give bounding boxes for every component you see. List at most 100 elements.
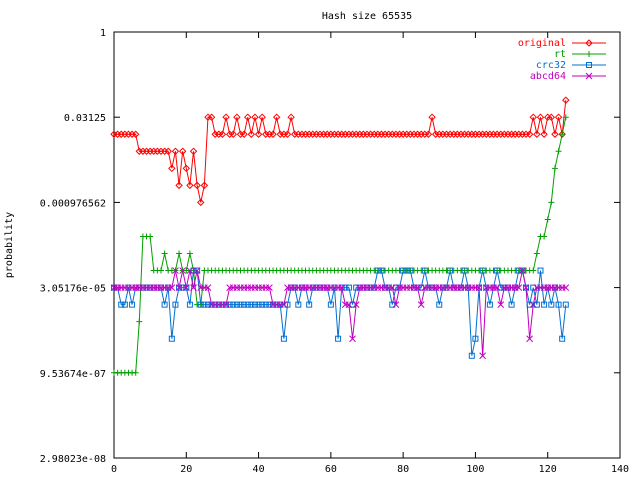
data-point-crc32 (367, 284, 374, 291)
data-point-rt (562, 114, 569, 121)
data-point-crc32 (342, 284, 349, 291)
data-point-crc32 (143, 284, 150, 291)
data-point-rt (559, 131, 566, 138)
data-point-crc32 (371, 284, 378, 291)
data-point-crc32 (248, 301, 255, 308)
data-point-original (244, 113, 252, 121)
data-point-original (186, 181, 194, 190)
data-point-crc32 (114, 284, 121, 291)
data-point-crc32 (215, 301, 222, 308)
legend-label-rt: rt (554, 49, 566, 60)
data-point-abcd64 (266, 284, 273, 291)
data-point-crc32 (392, 284, 399, 291)
data-point-original (164, 147, 172, 155)
data-point-original (536, 113, 545, 121)
data-point-crc32 (186, 301, 193, 308)
data-point-crc32 (172, 301, 179, 308)
data-point-rt (136, 318, 143, 325)
data-point-crc32 (298, 284, 305, 291)
data-point-crc32 (504, 284, 511, 291)
data-point-original (558, 130, 566, 138)
series-line-original (114, 100, 567, 203)
legend-label-abcd64: abcd64 (530, 71, 566, 82)
data-point-crc32 (183, 284, 190, 291)
data-point-crc32 (241, 301, 248, 308)
data-point-crc32 (121, 301, 128, 308)
data-point-abcd64 (562, 284, 570, 291)
series-line-crc32 (114, 270, 567, 356)
x-tick-label: 100 (466, 464, 484, 475)
data-point-original (207, 113, 216, 121)
data-point-original (283, 130, 292, 138)
data-point-abcd64 (280, 301, 288, 308)
data-point-abcd64 (479, 352, 487, 360)
data-point-crc32 (364, 284, 370, 291)
data-point-crc32 (277, 301, 284, 308)
y-tick-label: 3.05176e-05 (40, 284, 106, 295)
data-point-crc32 (447, 267, 454, 274)
data-point-crc32 (410, 284, 417, 291)
data-point-crc32 (295, 301, 302, 308)
data-point-crc32 (385, 284, 392, 291)
data-point-crc32 (526, 301, 533, 308)
data-point-original (254, 130, 263, 138)
data-point-abcd64 (222, 301, 230, 308)
data-point-crc32 (345, 284, 352, 291)
data-point-crc32 (262, 301, 269, 308)
series-points-crc32 (111, 267, 569, 359)
data-point-crc32 (378, 267, 385, 274)
data-point-crc32 (360, 284, 367, 291)
series-lines (114, 100, 567, 374)
data-point-original (287, 113, 295, 121)
data-point-original (269, 130, 277, 138)
data-point-original (251, 113, 259, 121)
data-point-crc32 (454, 284, 461, 291)
data-point-original (547, 113, 556, 121)
data-point-crc32 (266, 301, 273, 308)
data-point-crc32 (382, 284, 389, 291)
data-point-crc32 (226, 301, 233, 308)
data-point-crc32 (490, 284, 497, 291)
data-point-original (428, 113, 436, 121)
data-point-abcd64 (352, 301, 360, 308)
data-point-crc32 (139, 284, 146, 291)
data-point-original (218, 130, 227, 138)
data-point-abcd64 (519, 267, 526, 274)
data-point-crc32 (425, 284, 432, 291)
data-point-crc32 (389, 301, 396, 308)
data-point-original (529, 113, 537, 121)
legend-marker-abcd64 (585, 72, 593, 80)
data-point-abcd64 (179, 267, 187, 274)
data-point-original (525, 130, 534, 138)
series-markers (110, 96, 570, 376)
data-point-crc32 (486, 301, 493, 308)
data-point-crc32 (548, 301, 555, 308)
data-point-crc32 (190, 267, 197, 274)
y-tick-label: 9.53674e-07 (40, 369, 106, 380)
x-tick-label: 20 (180, 464, 192, 475)
x-tick-label: 120 (539, 464, 557, 475)
data-point-crc32 (313, 284, 320, 291)
x-tick-label: 40 (253, 464, 265, 475)
chart-title: Hash size 65535 (322, 11, 412, 22)
data-point-abcd64 (388, 284, 396, 291)
data-point-crc32 (335, 335, 342, 342)
data-point-abcd64 (417, 301, 425, 308)
data-point-crc32 (309, 284, 316, 291)
data-point-crc32 (288, 284, 295, 291)
data-point-original (168, 164, 176, 173)
data-point-crc32 (497, 284, 504, 291)
data-point-crc32 (483, 284, 490, 291)
data-point-abcd64 (522, 284, 530, 291)
data-point-crc32 (494, 267, 501, 274)
data-point-crc32 (306, 301, 313, 308)
data-point-crc32 (537, 267, 544, 274)
data-point-crc32 (523, 284, 530, 291)
data-point-crc32 (179, 284, 186, 291)
data-point-abcd64 (392, 301, 400, 308)
data-point-rt (183, 267, 190, 274)
data-point-crc32 (154, 284, 161, 291)
data-point-rt (530, 267, 537, 274)
data-point-original (424, 130, 433, 138)
